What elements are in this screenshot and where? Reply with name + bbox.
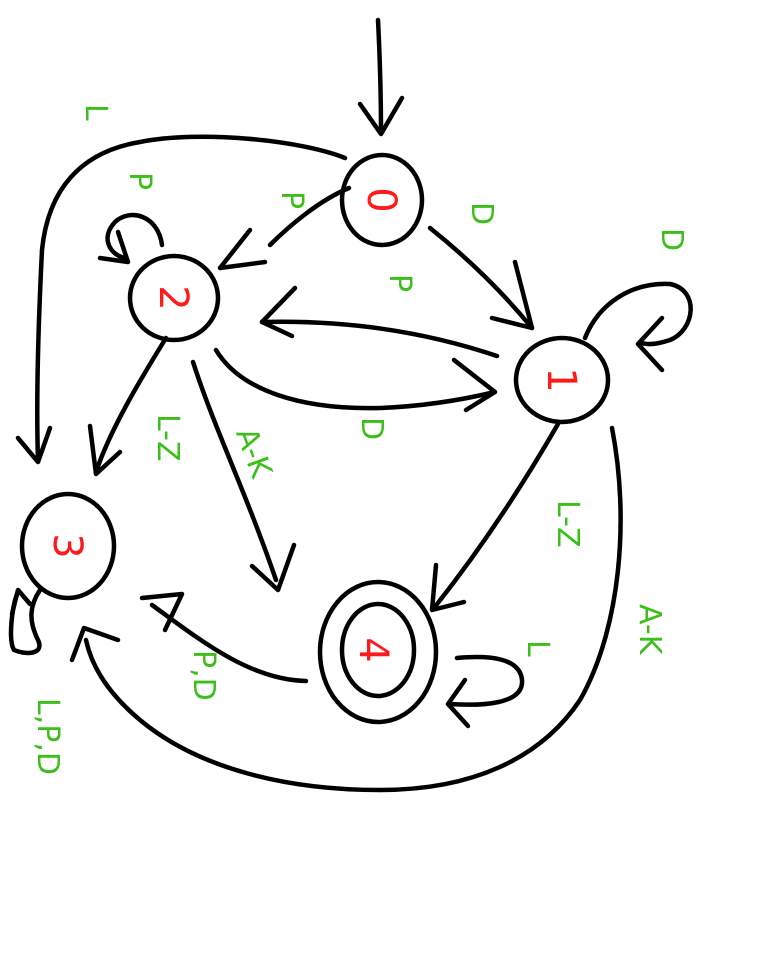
state-2: 2 [127, 253, 221, 343]
edge-0-to-1: D [427, 202, 535, 331]
label-2-to-1: D [354, 417, 389, 440]
state-4-label: 4 [350, 637, 396, 662]
label-1-to-2: P [382, 274, 417, 292]
edge-1-to-3: A-K [69, 425, 667, 793]
state-3: 3 [19, 491, 117, 601]
label-2-to-3: L-Z [150, 414, 185, 462]
label-4-to-4: L [520, 640, 555, 657]
state-3-label: 3 [44, 533, 90, 558]
start-arrow [357, 17, 405, 137]
label-0-to-2: P [274, 191, 309, 209]
label-3-to-3: L,P,D [30, 698, 65, 775]
label-4-to-3: P,D [186, 650, 221, 701]
label-0-to-3: L [78, 104, 113, 121]
label-1-to-3: A-K [632, 604, 667, 656]
edge-0-to-3: L [15, 104, 348, 465]
state-1-label: 1 [538, 367, 584, 392]
edge-3-to-3: L,P,D [8, 587, 65, 775]
edge-1-to-1: D [582, 228, 693, 373]
edge-4-to-4: L [445, 640, 555, 729]
label-0-to-1: D [464, 202, 499, 225]
edge-1-to-2: P [259, 274, 500, 359]
label-1-to-1: D [654, 228, 689, 251]
edge-2-to-3: L-Z [87, 335, 185, 477]
edge-1-to-4: L-Z [429, 421, 585, 613]
edge-0-to-2: P [217, 185, 352, 271]
edge-2-to-2: P [97, 172, 165, 265]
state-4-accepting: 4 [317, 579, 439, 725]
label-1-to-4: L-Z [550, 500, 585, 548]
state-1: 1 [513, 335, 611, 425]
edge-4-to-3: P,D [139, 591, 309, 701]
state-0: 0 [339, 152, 425, 248]
edge-2-to-1: D [213, 347, 498, 440]
state-2-label: 2 [150, 285, 196, 310]
label-2-to-2: P [122, 172, 157, 190]
state-0-label: 0 [358, 187, 404, 212]
